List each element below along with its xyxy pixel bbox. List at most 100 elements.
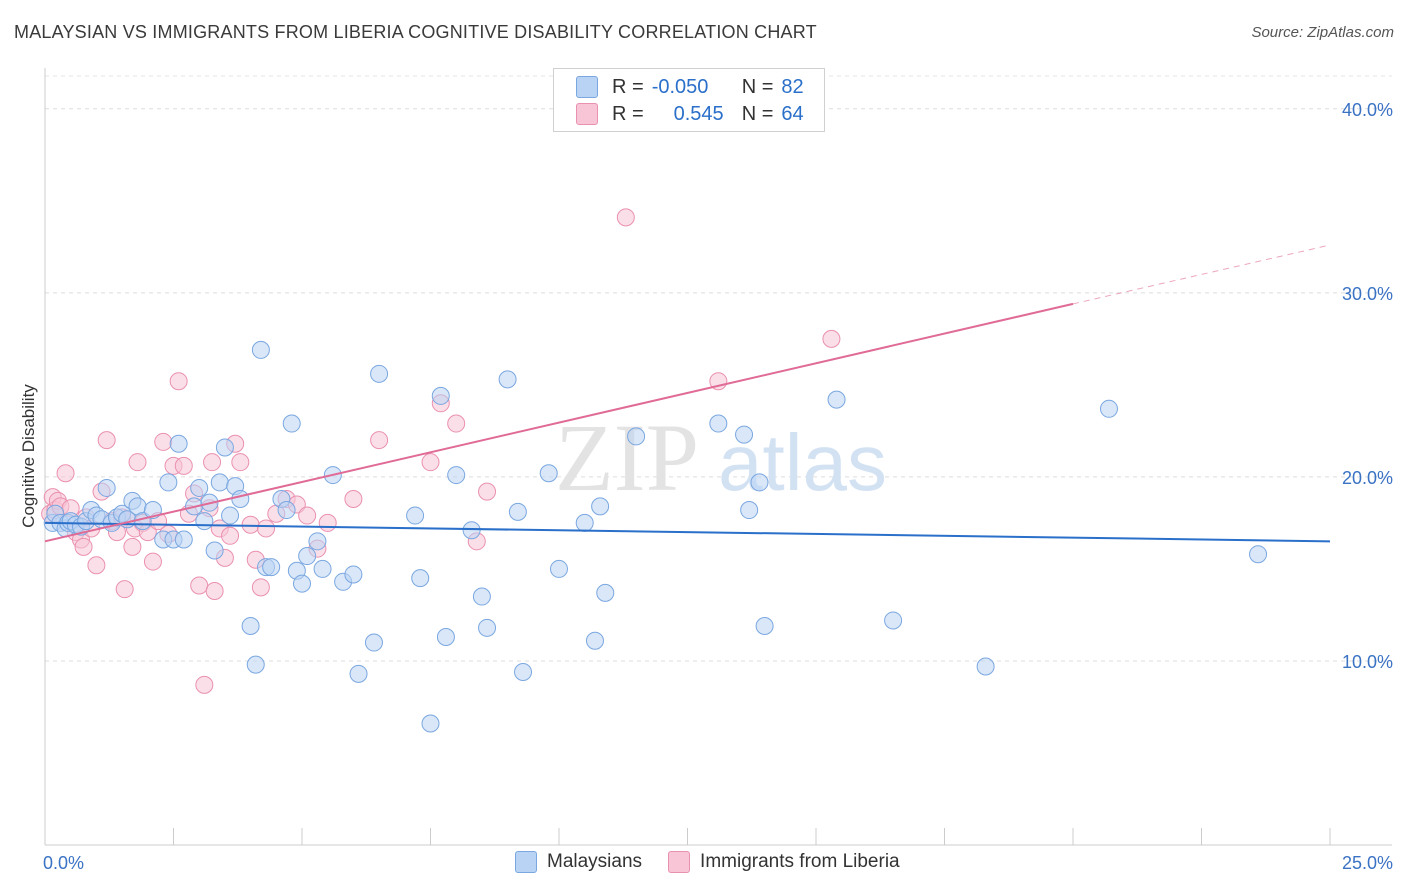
source-label: Source: ZipAtlas.com	[1251, 24, 1394, 41]
malaysian-point	[143, 501, 162, 520]
liberia-point	[128, 453, 147, 472]
legend-swatch-liberia	[668, 851, 691, 873]
liberia-point	[56, 464, 75, 483]
liberia-point	[231, 453, 250, 472]
malaysian-point	[277, 501, 296, 520]
liberia-point	[822, 329, 841, 348]
liberia-trend-line	[44, 302, 1074, 543]
y-tick-label: 10.0%	[1342, 652, 1393, 672]
malaysian-point	[709, 414, 728, 433]
malaysian-point	[508, 502, 527, 521]
malaysian-point	[293, 574, 311, 593]
malaysian-point	[411, 569, 430, 588]
liberia-point	[241, 515, 260, 534]
malaysian-point	[308, 532, 327, 551]
chart-title: MALAYSIAN VS IMMIGRANTS FROM LIBERIA COG…	[14, 22, 817, 42]
malaysian-point	[246, 655, 265, 674]
liberia-point	[251, 578, 270, 597]
liberia-point	[257, 519, 276, 538]
malaysian-point	[431, 386, 450, 405]
legend-label-malaysians: Malaysians	[547, 851, 643, 872]
malaysian-point	[262, 558, 281, 577]
legend-swatch-malaysians	[515, 851, 537, 873]
malaysian-point	[750, 473, 769, 492]
malaysian-point	[195, 512, 214, 531]
malaysian-trend-line	[44, 521, 1331, 543]
legend-swatch-pink	[576, 103, 598, 125]
malaysian-point	[159, 473, 178, 492]
liberia-point	[87, 556, 106, 575]
legend-r-value-2: 0.545	[673, 102, 724, 125]
liberia-point	[174, 456, 193, 475]
liberia-point	[195, 675, 214, 694]
malaysian-point	[827, 390, 846, 409]
malaysian-point	[478, 618, 497, 637]
malaysian-point	[976, 657, 995, 676]
liberia-point	[421, 453, 440, 472]
malaysian-point	[221, 506, 240, 525]
malaysian-point	[421, 714, 440, 733]
malaysian-point	[514, 662, 533, 681]
liberia-point	[169, 372, 188, 391]
malaysian-point	[591, 497, 610, 516]
malaysian-point	[231, 489, 250, 508]
trend-lines	[44, 244, 1331, 543]
legend-r-value-1: -0.050	[651, 75, 709, 98]
malaysian-point	[447, 466, 466, 485]
malaysian-point	[215, 438, 234, 457]
legend-swatch-blue	[576, 76, 598, 98]
liberia-point	[616, 208, 635, 227]
correlation-legend: R = -0.050 N = 82 R = 0.545 N = 64	[553, 68, 825, 132]
malaysian-point	[241, 616, 260, 635]
malaysian-point	[472, 587, 491, 606]
malaysian-point	[755, 616, 774, 635]
malaysian-point	[313, 559, 332, 578]
malaysian-point	[627, 427, 646, 446]
liberia-point	[478, 482, 497, 501]
liberia-trend-extension	[1072, 244, 1331, 305]
y-axis-label: Cognitive Disability	[19, 384, 38, 528]
malaysian-point	[344, 565, 363, 584]
liberia-point	[123, 537, 142, 556]
malaysian-point	[210, 473, 229, 492]
malaysian-point	[364, 633, 383, 652]
legend-row-liberia: R = 0.545 N = 64	[576, 101, 804, 127]
legend-n-label: N =	[741, 75, 774, 98]
x-tick-label-end: 25.0%	[1342, 853, 1393, 873]
x-tick-label-start: 0.0%	[43, 853, 84, 873]
malaysian-point	[550, 559, 568, 578]
series-malaysian-points	[43, 340, 1268, 733]
legend-r-label: R =	[612, 75, 644, 98]
legend-label-liberia: Immigrants from Liberia	[700, 851, 900, 872]
liberia-point	[344, 489, 363, 508]
liberia-point	[115, 580, 134, 599]
malaysian-point	[190, 478, 209, 497]
malaysian-point	[740, 501, 759, 520]
malaysian-point	[884, 611, 903, 630]
y-tick-label: 30.0%	[1342, 284, 1393, 304]
liberia-point	[97, 431, 116, 450]
malaysian-point	[735, 425, 754, 444]
liberia-point	[370, 431, 389, 450]
legend-r-label: R =	[612, 102, 644, 125]
malaysian-point	[1249, 545, 1268, 564]
liberia-point	[203, 453, 222, 472]
malaysian-point	[174, 530, 193, 549]
tick-labels: 10.0% 20.0% 30.0% 40.0% 0.0% 25.0%	[43, 100, 1393, 873]
malaysian-point	[370, 364, 389, 383]
axes	[44, 68, 1392, 846]
malaysian-point	[575, 513, 594, 532]
malaysian-point	[298, 547, 317, 566]
legend-item-liberia[interactable]: Immigrants from Liberia	[668, 851, 900, 873]
liberia-point	[154, 432, 173, 451]
malaysian-point	[585, 631, 604, 650]
liberia-point	[221, 526, 240, 545]
malaysian-point	[462, 521, 481, 540]
malaysian-point	[539, 464, 558, 483]
malaysian-point	[498, 370, 517, 389]
watermark-zip: ZIP	[555, 404, 699, 511]
grid-lines	[45, 75, 1392, 662]
legend-item-malaysians[interactable]: Malaysians	[515, 851, 642, 873]
legend-n-label: N =	[741, 102, 774, 125]
